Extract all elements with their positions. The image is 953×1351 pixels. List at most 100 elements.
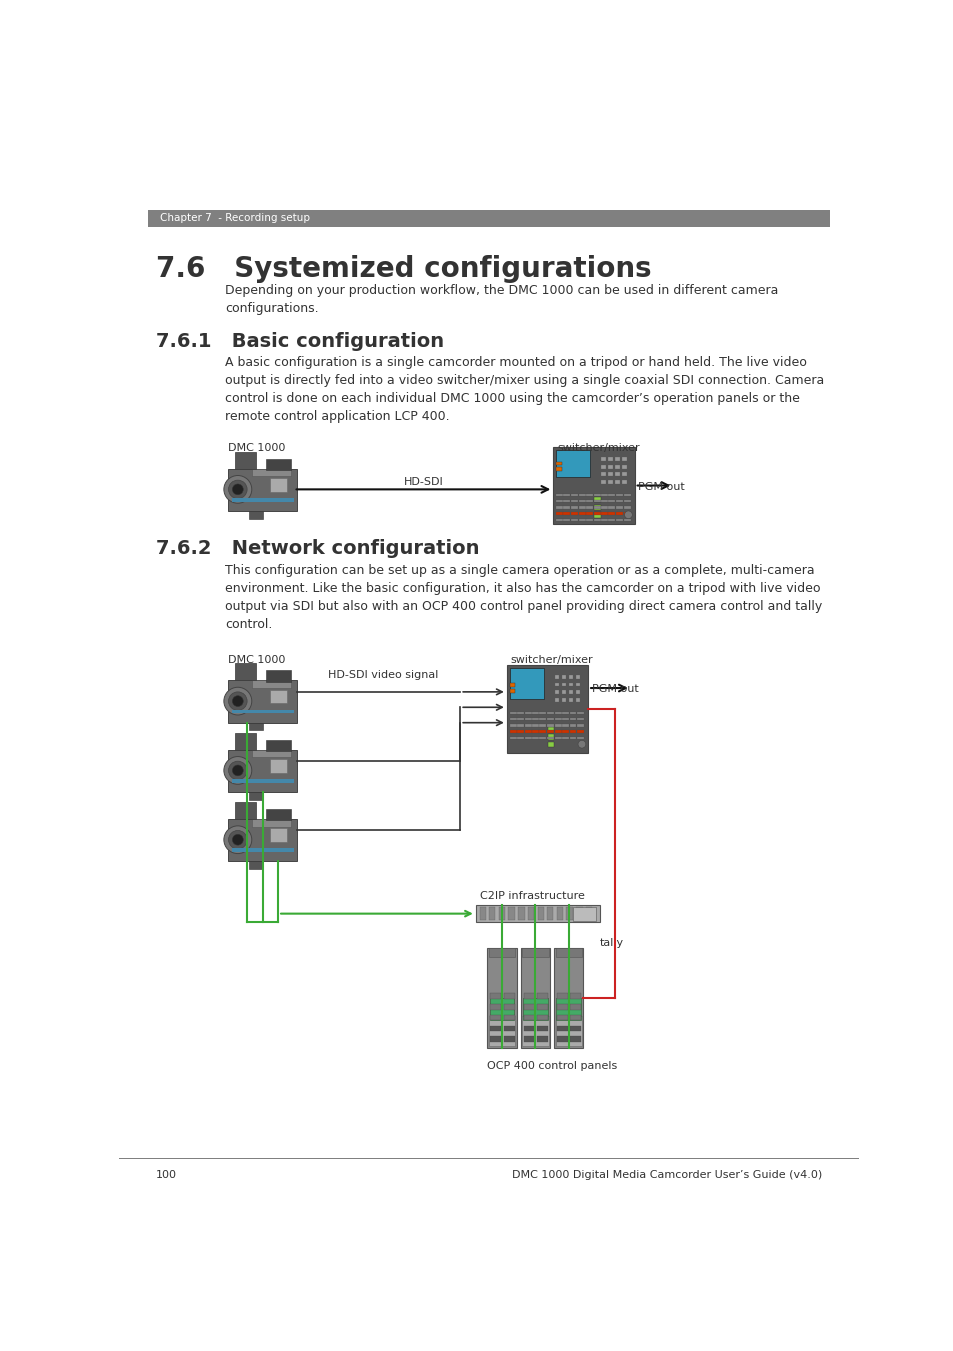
Text: PGM out: PGM out [592,684,639,694]
Bar [623,519,630,521]
Bar [569,724,576,727]
Bar [537,1015,547,1020]
Bar [569,719,576,720]
Bar [556,998,580,1020]
Text: DMC 1000: DMC 1000 [228,655,285,665]
Bar [532,731,538,732]
Bar [600,473,605,477]
Bar [555,698,558,703]
Bar [557,993,567,998]
Bar [615,457,619,461]
Circle shape [229,761,247,780]
Bar [608,473,612,477]
Bar [561,712,568,715]
Bar [546,712,554,715]
Bar [569,731,576,732]
Bar [555,947,581,957]
Bar [608,519,615,521]
Bar [119,1158,858,1159]
Bar [523,1036,534,1042]
Bar [234,802,255,819]
Bar [577,724,583,727]
Circle shape [224,757,252,785]
Circle shape [233,696,243,707]
Bar [527,908,534,920]
Bar [585,519,592,521]
Bar [537,908,543,920]
Bar [568,676,573,678]
Bar [556,519,562,521]
Bar [557,1036,567,1042]
Bar [488,908,495,920]
Bar [561,736,568,739]
Bar [556,507,562,508]
Bar [476,905,599,923]
Bar [509,684,515,688]
Bar [572,907,596,920]
Bar [553,447,634,524]
Bar [557,1004,567,1009]
Text: 100: 100 [155,1170,176,1179]
Bar [232,848,294,852]
Bar [538,719,546,720]
Text: DMC 1000: DMC 1000 [228,443,285,453]
Bar [503,993,514,998]
Circle shape [233,765,243,775]
Bar [615,473,619,477]
Text: 7.6.1   Basic configuration: 7.6.1 Basic configuration [155,331,443,350]
Bar [489,998,514,1020]
Bar [594,505,599,511]
Bar [600,500,608,503]
Bar [616,519,622,521]
Circle shape [233,484,243,494]
Bar [234,732,255,750]
Bar [546,908,553,920]
Bar [538,731,546,732]
Bar [270,759,287,773]
Bar [585,507,592,508]
Bar [487,947,517,1047]
Bar [600,465,605,469]
Bar [490,1036,500,1042]
Bar [232,780,294,782]
Bar [561,698,566,703]
Bar [562,519,570,521]
Bar [228,469,297,511]
Bar [521,1016,548,1046]
Bar [521,947,548,957]
Circle shape [578,740,585,748]
Bar [490,1025,500,1031]
Circle shape [624,511,632,519]
Bar [600,457,605,461]
Bar [578,507,585,508]
Bar [503,1036,514,1042]
Bar [546,719,554,720]
Bar [585,512,592,515]
Bar [571,519,578,521]
Circle shape [224,825,252,854]
Bar [561,690,566,694]
Bar [569,736,576,739]
Bar [537,1025,547,1031]
Bar [249,792,262,800]
Bar [577,712,583,715]
Bar [575,682,579,686]
Bar [594,512,599,517]
Bar [555,682,558,686]
Text: tally: tally [599,938,623,947]
Bar [249,723,262,731]
Text: This configuration can be set up as a single camera operation or as a complete, : This configuration can be set up as a si… [225,565,821,631]
Text: switcher/mixer: switcher/mixer [557,443,639,453]
Bar [556,512,562,515]
Bar [523,1004,534,1009]
Bar [498,908,505,920]
Circle shape [229,831,247,848]
Bar [568,682,573,686]
Bar [571,500,578,503]
Bar [517,719,523,720]
Bar [616,494,622,496]
Bar [608,512,615,515]
Bar [532,736,538,739]
Bar [524,731,531,732]
Bar [623,512,630,515]
